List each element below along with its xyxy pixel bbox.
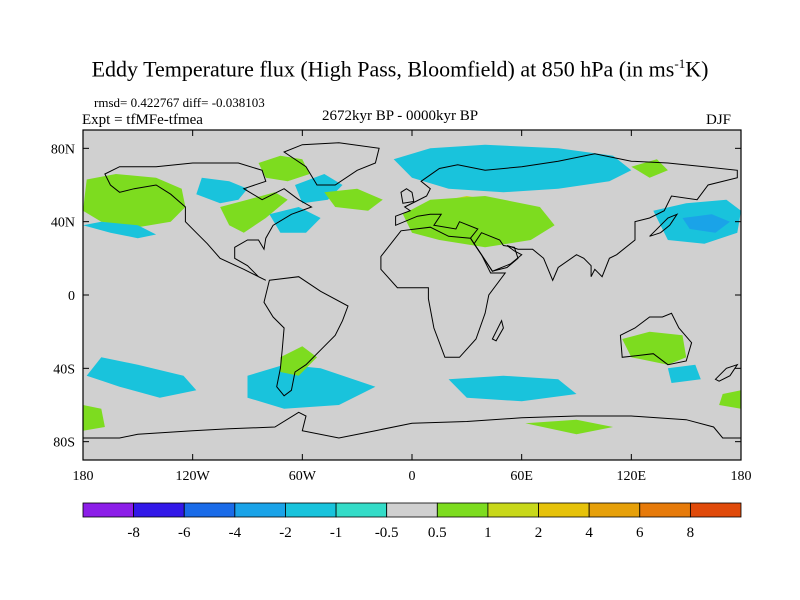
lon-label: 180 (731, 469, 752, 484)
lon-label: 60E (510, 469, 533, 484)
lat-label: 40N (51, 216, 75, 231)
colorbar-box (183, 502, 236, 518)
lon-label: 60W (289, 469, 317, 484)
lon-label: 180 (73, 469, 94, 484)
anomaly-hudson-positive (258, 155, 310, 182)
lon-label: 120E (617, 469, 647, 484)
anomaly-s-pacific-positive (83, 405, 105, 431)
colorbar-box (436, 502, 489, 518)
colorbar-box (639, 502, 691, 518)
figure-title-superscript: -1 (674, 56, 686, 71)
lat-label: 40S (53, 362, 75, 377)
anomaly-s-indian-negative (448, 375, 577, 402)
anomaly-east-siberia-positive (631, 159, 668, 178)
colorbar-box (487, 502, 539, 518)
colorbar-label: -4 (229, 525, 242, 541)
coastline-japan (649, 213, 679, 237)
anomaly-s-indian-positive (525, 419, 614, 435)
map-background (83, 130, 741, 460)
anomaly-w-pacific-core (682, 214, 730, 233)
anomaly-australia-positive (622, 331, 687, 365)
colorbar-label: 1 (484, 525, 492, 541)
colorbar-label: -8 (127, 525, 140, 541)
coastline-australia (619, 312, 693, 366)
colorbar-label: -2 (279, 525, 292, 541)
colorbar-box (689, 502, 742, 518)
colorbar-label: 0.5 (428, 525, 447, 541)
colorbar-box (133, 502, 185, 518)
colorbar-box (386, 502, 438, 518)
anomaly-s-america-negative (247, 364, 376, 409)
colorbar-box (588, 502, 641, 518)
colorbar-box (82, 502, 135, 518)
lon-label: 120W (176, 469, 211, 484)
lon-label: 0 (409, 469, 416, 484)
anomaly-mid-atlantic-negative (269, 207, 321, 233)
figure-title: Eddy Temperature flux (High Pass, Bloomf… (0, 56, 800, 82)
coastline-south-america (263, 276, 349, 397)
coastline-greenland (283, 142, 380, 186)
lat-label: 0 (68, 289, 75, 304)
figure-title-main: Eddy Temperature flux (High Pass, Bloomf… (91, 56, 675, 82)
colorbar-box (285, 502, 337, 518)
anomaly-n-america-positive (220, 192, 288, 233)
coastline-new-zealand (714, 363, 739, 382)
coastline-north-america (104, 162, 313, 281)
colorbar-box (538, 502, 590, 518)
anomaly-s-pacific-negative (86, 357, 197, 398)
period-label: 2672kyr BP - 0000kyr BP (322, 108, 479, 124)
coastline-antarctica (83, 411, 741, 439)
anomaly-eurasia-arctic-negative (393, 144, 632, 193)
anomaly-se-pacific-positive (719, 390, 741, 409)
coastline-africa (380, 226, 507, 358)
anomaly-mediterranean-positive (402, 196, 555, 248)
colorbar-label: 6 (636, 525, 644, 541)
anomaly-n-america-negative (196, 177, 248, 204)
coastline-arabia-coast (473, 232, 519, 272)
lat-label: 80S (53, 436, 75, 451)
map-layer (83, 142, 741, 439)
colorbar-box (335, 502, 388, 518)
anomaly-tasman-negative (667, 364, 701, 383)
anomaly-s-america-positive (280, 346, 317, 376)
anomaly-n-pacific-negative (83, 221, 157, 239)
colorbar-label: 8 (687, 525, 695, 541)
stats-text: rmsd= 0.422767 diff= -0.038103 (94, 95, 265, 110)
coastline-madagascar (491, 319, 504, 342)
coastline-uk (400, 188, 415, 204)
colorbar-box (234, 502, 286, 518)
colorbar-label: -0.5 (375, 525, 399, 541)
season-label: DJF (706, 112, 732, 128)
experiment-label: Expt = tfMFe-tfmea (82, 112, 203, 128)
anomaly-n-atlantic-positive (324, 188, 383, 211)
lat-label: 80N (51, 142, 75, 157)
colorbar-label: 2 (535, 525, 543, 541)
colorbar-label: 4 (585, 525, 593, 541)
figure-title-end: K) (685, 56, 709, 82)
colorbar-label: -6 (178, 525, 191, 541)
colorbar-label: -1 (330, 525, 343, 541)
